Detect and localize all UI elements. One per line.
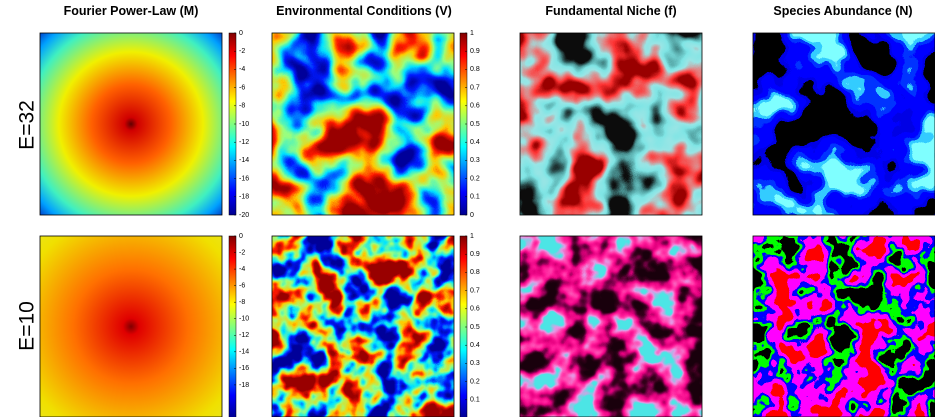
colorbar-tick-label: -6 [239,84,245,91]
colorbar-tick-label: 0.9 [470,48,480,55]
row-label: E=32 [16,100,39,150]
colorbar-tick-label: -2 [239,48,245,55]
colorbar-tick-label: -10 [239,316,249,323]
panel-frame [40,33,222,215]
colorbar-tick-label: 0.6 [470,306,480,313]
panel-image [753,33,935,215]
colorbar-tick-label: -16 [239,365,249,372]
colorbar-tick-label: -2 [239,249,245,256]
figure: Fourier Power-Law (M) Environmental Cond… [0,0,935,417]
colorbar-tick-label: -18 [239,382,249,389]
colorbar-tick-label: 1 [470,233,474,240]
colorbar-tick-label: 0.2 [470,175,480,182]
column-title: Environmental Conditions (V) [276,4,452,18]
panel-frame [40,236,222,417]
colorbar-tick-label: 0.1 [470,194,480,201]
colorbar-tick-label: 0.7 [470,287,480,294]
colorbar [460,236,467,417]
column-title: Fourier Power-Law (M) [64,4,199,18]
colorbar-tick-label: 0.6 [470,103,480,110]
colorbar-tick-label: 0.3 [470,360,480,367]
colorbar-tick-label: 0 [239,30,243,37]
column-title: Species Abundance (N) [773,4,912,18]
colorbar-tick-label: -14 [239,349,249,356]
colorbar-tick-label: -12 [239,332,249,339]
colorbar-tick-label: 0.1 [470,397,480,404]
panel-image [272,236,454,417]
colorbar-tick-label: -18 [239,194,249,201]
colorbar [229,236,236,417]
colorbar-tick-label: 0.8 [470,66,480,73]
colorbar-tick-label: 0.8 [470,269,480,276]
colorbar-tick-label: -8 [239,299,245,306]
colorbar-tick-label: 0 [239,233,243,240]
colorbar-tick-label: 0.7 [470,84,480,91]
colorbar-tick-label: 0.4 [470,139,480,146]
colorbar-tick-label: 0.2 [470,378,480,385]
colorbar-tick-label: 0.5 [470,121,480,128]
colorbar-tick-label: -4 [239,66,245,73]
colorbar-tick-label: 0.5 [470,324,480,331]
colorbar-tick-label: -14 [239,157,249,164]
colorbar-tick-label: 0.3 [470,157,480,164]
colorbar-tick-label: 0.9 [470,251,480,258]
colorbar-tick-label: -6 [239,282,245,289]
colorbar-tick-label: 0.4 [470,342,480,349]
colorbar-tick-label: -8 [239,103,245,110]
colorbar-tick-label: -20 [239,212,249,219]
panel-image [753,236,935,417]
colorbar-tick-label: -4 [239,266,245,273]
colorbar-tick-label: 0 [470,212,474,219]
panel-image [520,236,702,417]
colorbar-tick-label: -12 [239,139,249,146]
colorbar-tick-label: 1 [470,30,474,37]
panel-image [520,33,702,215]
row-label: E=10 [16,301,39,351]
panel-image [272,33,454,215]
colorbar-tick-label: -16 [239,175,249,182]
column-title: Fundamental Niche (f) [545,4,676,18]
colorbar-tick-label: -10 [239,121,249,128]
